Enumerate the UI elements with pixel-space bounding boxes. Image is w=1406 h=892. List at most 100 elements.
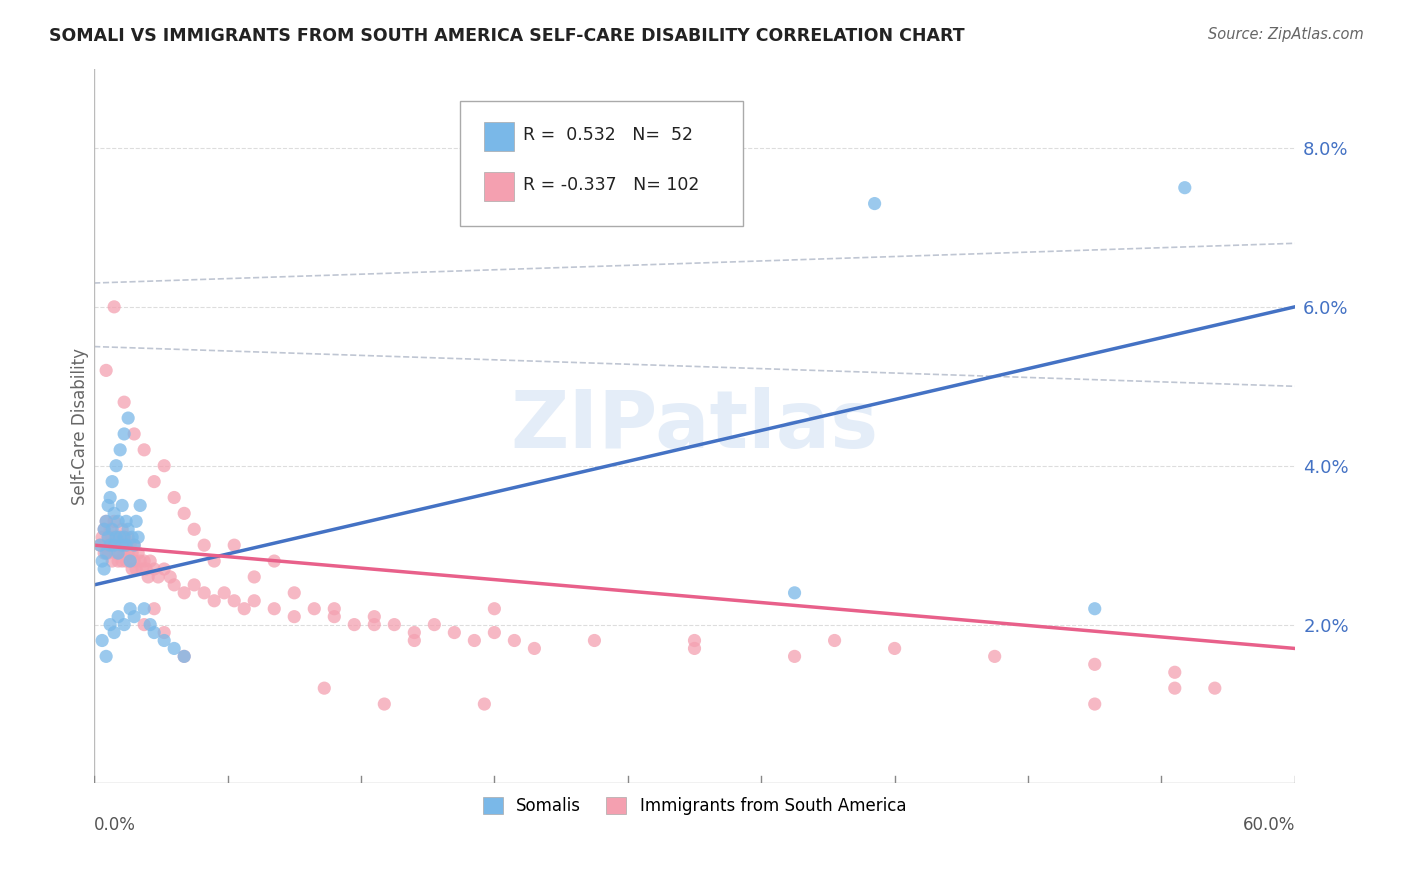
Point <box>129 499 152 513</box>
Point <box>463 633 485 648</box>
Point <box>91 633 114 648</box>
Point <box>484 601 506 615</box>
Point <box>153 562 176 576</box>
Point <box>314 681 336 695</box>
Point <box>883 641 905 656</box>
Point <box>1164 681 1187 695</box>
Point <box>224 538 246 552</box>
Point <box>112 530 135 544</box>
Point <box>121 562 143 576</box>
Point <box>683 641 706 656</box>
Point <box>97 530 120 544</box>
Point <box>153 625 176 640</box>
Point <box>107 609 129 624</box>
Point <box>173 649 195 664</box>
Point <box>304 601 326 615</box>
Point <box>484 625 506 640</box>
Point <box>103 300 125 314</box>
Point <box>173 649 195 664</box>
Point <box>103 507 125 521</box>
Y-axis label: Self-Care Disability: Self-Care Disability <box>72 348 89 505</box>
FancyBboxPatch shape <box>485 122 515 151</box>
Point <box>343 617 366 632</box>
Point <box>373 697 395 711</box>
FancyBboxPatch shape <box>485 172 515 201</box>
Point <box>97 530 120 544</box>
Point <box>101 475 124 489</box>
Point <box>146 570 169 584</box>
Point <box>683 633 706 648</box>
Point <box>115 554 138 568</box>
Point <box>153 633 176 648</box>
Point <box>1084 657 1107 672</box>
Text: R =  0.532   N=  52: R = 0.532 N= 52 <box>523 126 693 144</box>
Point <box>143 475 166 489</box>
Point <box>134 554 156 568</box>
Point <box>122 554 145 568</box>
Point <box>135 562 157 576</box>
Point <box>94 363 117 377</box>
Point <box>183 522 205 536</box>
Point <box>107 546 129 560</box>
Point <box>443 625 465 640</box>
Point <box>93 522 115 536</box>
Point <box>127 546 149 560</box>
Point <box>283 586 305 600</box>
Point <box>122 538 145 552</box>
Point <box>163 578 186 592</box>
Point <box>363 609 385 624</box>
Point <box>93 522 115 536</box>
Point <box>283 609 305 624</box>
Point <box>115 538 138 552</box>
Point <box>98 522 121 536</box>
Point <box>112 530 135 544</box>
Point <box>98 617 121 632</box>
Point <box>131 562 153 576</box>
Point <box>98 538 121 552</box>
Point <box>139 617 162 632</box>
Point <box>404 633 426 648</box>
Point <box>111 499 134 513</box>
Point <box>121 530 143 544</box>
Point <box>193 538 215 552</box>
Point <box>103 538 125 552</box>
Point <box>824 633 846 648</box>
Point <box>108 546 131 560</box>
Point <box>108 442 131 457</box>
Point <box>583 633 606 648</box>
Point <box>134 617 156 632</box>
Point <box>212 586 235 600</box>
Text: SOMALI VS IMMIGRANTS FROM SOUTH AMERICA SELF-CARE DISABILITY CORRELATION CHART: SOMALI VS IMMIGRANTS FROM SOUTH AMERICA … <box>49 27 965 45</box>
Point <box>136 570 159 584</box>
Point <box>163 491 186 505</box>
Point <box>93 546 115 560</box>
Point <box>91 530 114 544</box>
Point <box>121 546 143 560</box>
Point <box>103 625 125 640</box>
Point <box>94 546 117 560</box>
Point <box>103 514 125 528</box>
Point <box>127 530 149 544</box>
Point <box>1204 681 1226 695</box>
Point <box>107 514 129 528</box>
Point <box>93 562 115 576</box>
Point <box>134 442 156 457</box>
Point <box>94 514 117 528</box>
Point <box>173 586 195 600</box>
Point <box>263 601 285 615</box>
Point <box>101 522 124 536</box>
Point <box>143 601 166 615</box>
Point <box>122 426 145 441</box>
Point <box>863 196 886 211</box>
Point <box>117 411 139 425</box>
Point <box>120 538 142 552</box>
Point <box>97 499 120 513</box>
Point <box>134 601 156 615</box>
Point <box>1164 665 1187 680</box>
Point <box>243 594 266 608</box>
Text: ZIPatlas: ZIPatlas <box>510 387 879 465</box>
Point <box>183 578 205 592</box>
Point <box>1084 601 1107 615</box>
Point <box>111 538 134 552</box>
Point <box>117 522 139 536</box>
